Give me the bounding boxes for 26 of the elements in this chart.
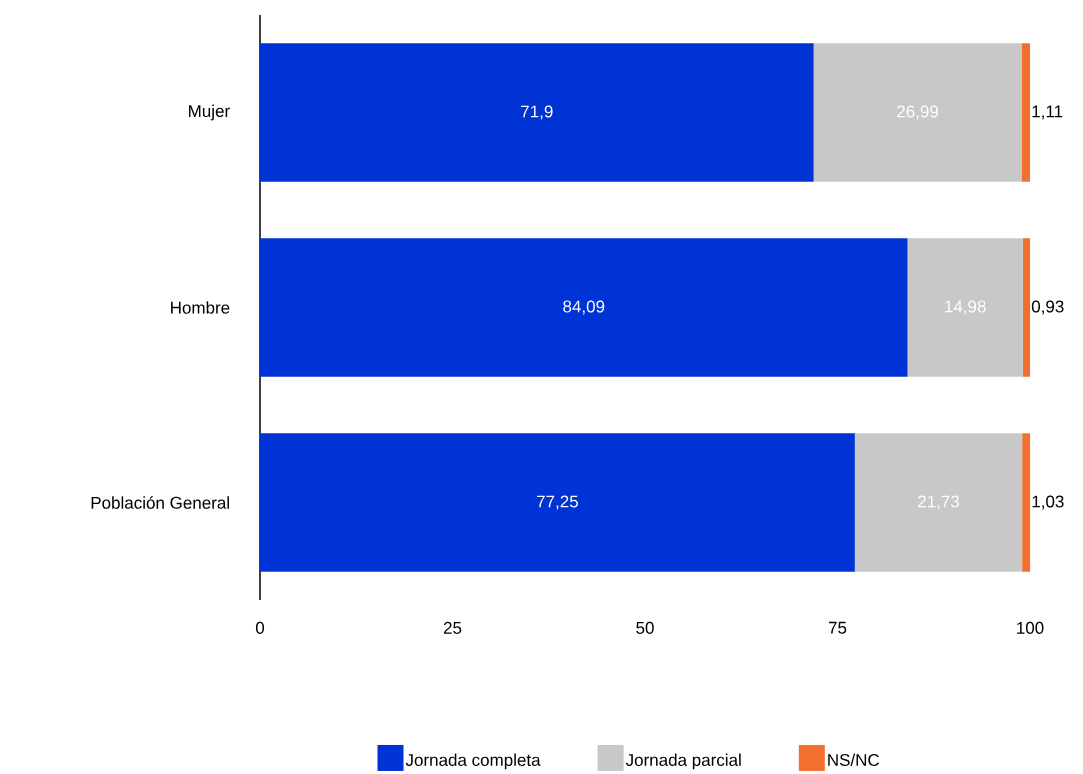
x-tick-label: 75 — [828, 621, 847, 634]
x-tick-label: 100 — [1017, 621, 1044, 634]
data-label: 71,9 — [521, 105, 553, 120]
bar — [260, 43, 814, 182]
bar — [1022, 433, 1031, 572]
legend-label: Jornada parcial — [625, 753, 741, 770]
data-label: 1,11 — [1032, 105, 1063, 120]
data-label: 84,09 — [563, 300, 605, 315]
data-label: 0,93 — [1031, 300, 1064, 315]
bar — [260, 238, 908, 377]
y-tick-label: Población General — [91, 496, 229, 509]
x-tick-label: 0 — [255, 621, 265, 634]
x-tick-label: 25 — [443, 621, 462, 634]
data-label: 1,03 — [1032, 495, 1064, 510]
y-tick-label: Mujer — [189, 104, 230, 121]
bar — [1021, 43, 1031, 182]
x-tick-label: 50 — [636, 621, 654, 634]
bar — [260, 433, 855, 572]
bar — [907, 238, 1023, 377]
y-tick-label: Hombre — [171, 301, 230, 314]
legend-label: NS/NC — [828, 753, 880, 766]
bar — [813, 43, 1022, 182]
data-label: 77,25 — [537, 495, 578, 510]
legend-label: Jornada completa — [405, 753, 541, 770]
bar — [1022, 238, 1031, 377]
bar — [854, 433, 1023, 572]
